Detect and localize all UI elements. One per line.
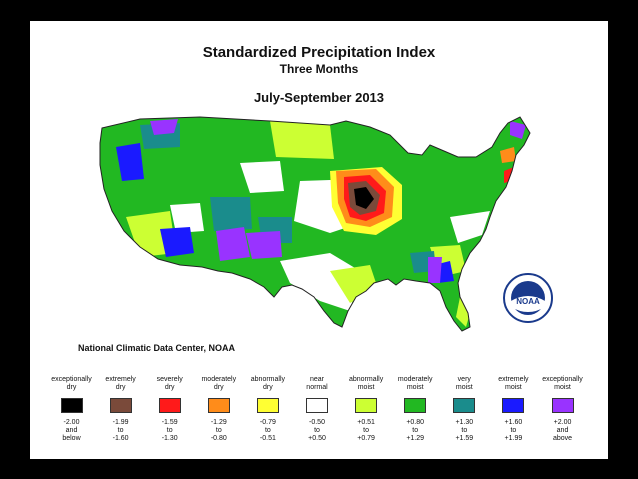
- legend-label: moderately moist: [397, 376, 433, 391]
- legend-item: moderately moist +0.80 to +1.29: [391, 376, 440, 443]
- map-subtitle: Three Months: [279, 62, 359, 76]
- legend-label: extremely dry: [105, 376, 136, 391]
- legend-item: near normal -0.50 to +0.50: [293, 376, 342, 443]
- map-regions: [100, 117, 530, 331]
- legend-item: exceptionally dry -2.00 and below: [47, 376, 96, 443]
- legend-item: exceptionally moist +2.00 and above: [538, 376, 587, 443]
- us-spi-map: [99, 116, 531, 332]
- noaa-logo: NOAA: [503, 273, 553, 323]
- noaa-logo-text: NOAA: [516, 297, 540, 306]
- legend-range: +1.30 to +1.59: [455, 419, 474, 442]
- region-nevada-normal: [170, 203, 204, 233]
- us-outline: [99, 116, 531, 332]
- legend-range: -0.50 to +0.50: [308, 419, 326, 442]
- region-maine-exmoist: [510, 121, 526, 139]
- legend-swatch: [109, 398, 132, 413]
- legend-range: -2.00 and below: [62, 419, 81, 442]
- legend-label: abnormally dry: [250, 376, 286, 391]
- map-period: July-September 2013: [253, 90, 385, 105]
- legend-range: +0.51 to +0.79: [357, 419, 375, 442]
- legend-swatch: [306, 398, 328, 413]
- region-wyoming-normal: [240, 161, 284, 193]
- legend-swatch: [355, 398, 378, 413]
- region-arizona-exmoist: [216, 227, 250, 261]
- legend-swatch: [207, 398, 230, 413]
- slide: Standardized Precipitation Index Three M…: [30, 21, 608, 459]
- region-newengland-moddry: [500, 147, 516, 163]
- legend-swatch: [551, 398, 574, 413]
- region-midatlantic-normal: [450, 211, 490, 243]
- legend-range: -1.99 to -1.60: [112, 419, 129, 442]
- legend-item: abnormally dry -0.79 to -0.51: [243, 376, 292, 443]
- legend-label: extremely moist: [498, 376, 529, 391]
- legend-item: extremely moist +1.60 to +1.99: [489, 376, 538, 443]
- legend-item: extremely dry -1.99 to -1.60: [96, 376, 145, 443]
- region-texas-normal: [280, 253, 360, 311]
- legend-range: -0.79 to -0.51: [259, 419, 276, 442]
- legend-item: moderately dry -1.29 to -0.80: [194, 376, 243, 443]
- legend-swatch: [502, 398, 525, 413]
- region-utah-vmoist: [210, 197, 252, 231]
- legend-label: severely dry: [156, 376, 183, 391]
- legend-item: abnormally moist +0.51 to +0.79: [342, 376, 391, 443]
- legend-label: exceptionally moist: [542, 376, 583, 391]
- legend-range: +0.80 to +1.29: [406, 419, 425, 442]
- region-dakotas-moist: [270, 121, 334, 159]
- legend-label: near normal: [306, 376, 328, 391]
- legend-label: very moist: [455, 376, 473, 391]
- legend: exceptionally dry -2.00 and below extremel…: [47, 376, 587, 456]
- legend-range: +2.00 and above: [552, 419, 573, 442]
- region-florida-moist: [456, 297, 470, 327]
- legend-label: moderately dry: [201, 376, 237, 391]
- legend-item: severely dry -1.59 to -1.30: [145, 376, 194, 443]
- region-iowa-exdry: [354, 187, 374, 209]
- legend-swatch: [404, 398, 427, 413]
- legend-swatch: [256, 398, 279, 413]
- legend-swatch: [158, 398, 181, 413]
- region-oregon-xmoist: [116, 143, 144, 181]
- legend-swatch: [60, 398, 83, 413]
- legend-label: exceptionally dry: [51, 376, 92, 391]
- region-southeast-exmoist: [428, 257, 442, 283]
- legend-range: +1.60 to +1.99: [504, 419, 523, 442]
- region-newmexico-exmoist: [246, 231, 282, 259]
- region-southwest-xmoist: [160, 227, 194, 257]
- map-title: Standardized Precipitation Index: [202, 44, 436, 61]
- legend-range: -1.59 to -1.30: [161, 419, 178, 442]
- credit: National Climatic Data Center, NOAA: [78, 343, 236, 353]
- region-northwest-exmoist: [150, 119, 178, 135]
- legend-range: -1.29 to -0.80: [210, 419, 227, 442]
- legend-label: abnormally moist: [348, 376, 384, 391]
- legend-swatch: [453, 398, 476, 413]
- legend-item: very moist +1.30 to +1.59: [440, 376, 489, 443]
